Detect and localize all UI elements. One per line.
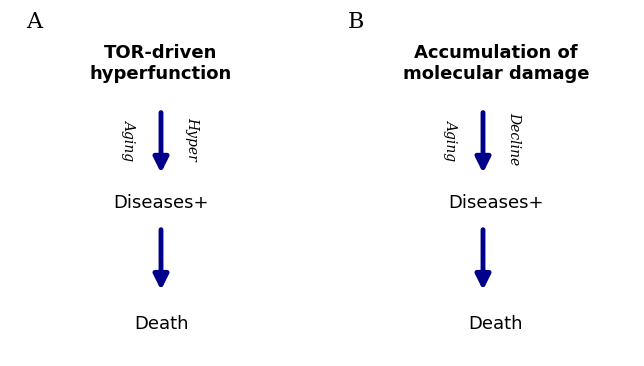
Text: Diseases+: Diseases+ [448,194,544,212]
Text: Aging: Aging [122,119,137,160]
Text: Diseases+: Diseases+ [113,194,209,212]
Text: Accumulation of
molecular damage: Accumulation of molecular damage [402,44,589,83]
Text: Death: Death [469,315,523,333]
Text: Hyper: Hyper [185,117,200,161]
Text: TOR-driven
hyperfunction: TOR-driven hyperfunction [90,44,232,83]
Text: Death: Death [134,315,188,333]
Text: Aging: Aging [444,119,459,160]
Text: A: A [26,11,42,33]
Text: B: B [348,11,364,33]
Text: Decline: Decline [507,112,522,166]
